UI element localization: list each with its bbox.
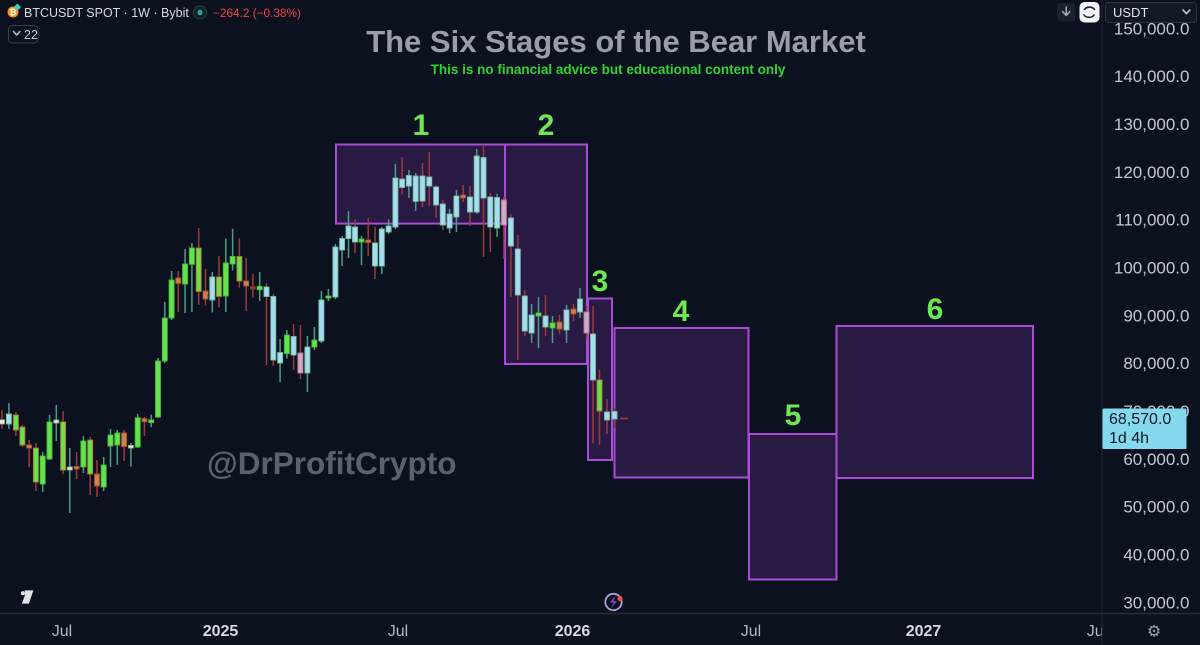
svg-text:60,000.0: 60,000.0: [1123, 450, 1189, 469]
svg-text:2025: 2025: [203, 623, 239, 640]
svg-text:3: 3: [592, 265, 609, 298]
svg-text:@DrProfitCrypto: @DrProfitCrypto: [207, 445, 456, 481]
svg-text:−264.2 (−0.38%): −264.2 (−0.38%): [213, 6, 301, 20]
svg-text:120,000.0: 120,000.0: [1114, 163, 1190, 182]
svg-text:140,000.0: 140,000.0: [1114, 67, 1190, 86]
svg-text:1d 4h: 1d 4h: [1109, 430, 1149, 447]
svg-text:110,000.0: 110,000.0: [1115, 211, 1189, 230]
svg-text:Jul: Jul: [388, 623, 408, 640]
svg-text:BTCUSDT SPOT · 1W · Bybit: BTCUSDT SPOT · 1W · Bybit: [24, 6, 189, 20]
svg-text:100,000.0: 100,000.0: [1114, 259, 1190, 278]
svg-text:⚙: ⚙: [1147, 624, 1161, 641]
svg-text:68,570.0: 68,570.0: [1109, 411, 1171, 428]
svg-text:5: 5: [785, 399, 802, 432]
svg-text:150,000.0: 150,000.0: [1114, 19, 1190, 38]
svg-text:The Six Stages of the Bear Mar: The Six Stages of the Bear Market: [366, 24, 866, 59]
svg-text:6: 6: [927, 293, 944, 326]
svg-text:1: 1: [413, 109, 430, 142]
svg-text:90,000.0: 90,000.0: [1123, 306, 1189, 325]
svg-text:2026: 2026: [555, 623, 591, 640]
svg-text:40,000.0: 40,000.0: [1123, 546, 1189, 565]
svg-text:130,000.0: 130,000.0: [1114, 115, 1190, 134]
svg-text:₿: ₿: [10, 7, 17, 17]
svg-text:Jul: Jul: [52, 623, 72, 640]
svg-text:Jul: Jul: [741, 623, 761, 640]
svg-text:2027: 2027: [906, 623, 942, 640]
svg-text:80,000.0: 80,000.0: [1123, 354, 1189, 373]
svg-text:2: 2: [538, 109, 555, 142]
svg-text:50,000.0: 50,000.0: [1123, 498, 1189, 517]
svg-text:This is no financial advice bu: This is no financial advice but educatio…: [431, 62, 786, 77]
svg-text:22: 22: [24, 28, 38, 42]
svg-text:30,000.0: 30,000.0: [1123, 593, 1189, 612]
svg-text:4: 4: [673, 295, 690, 328]
svg-text:USDT: USDT: [1113, 5, 1148, 20]
